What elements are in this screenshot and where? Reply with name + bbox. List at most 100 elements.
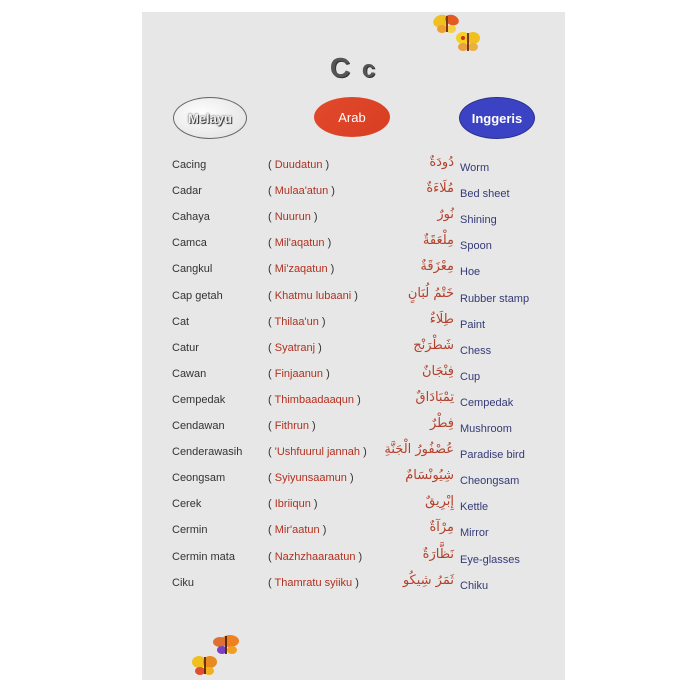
vocabulary-row: Cermin ( Mir'aatun ) مِرْآةٌ Mirror [142,521,565,550]
malay-word: Ceongsam [172,472,226,485]
transliteration-text: Mil'aqatun [274,237,325,250]
malay-word: Cempedak [172,393,226,406]
english-word: Chess [460,344,492,357]
arabic-word: فِنْجَانٌ [421,363,454,379]
malay-word: Cendawan [172,420,225,432]
malay-word: Cawan [172,367,207,380]
transliteration: ( Mi'zaqatun ) [268,263,335,276]
transliteration: ( Thimbaadaaqun ) [268,393,361,406]
english-word: Chiku [460,579,489,592]
vocabulary-row: Cendawan ( Fithrun ) فِطْرٌ Mushroom [142,416,565,446]
title-lower: c [361,56,378,83]
column-header-melayu: Melayu [173,97,247,139]
malay-word: Cermin [172,524,208,537]
transliteration: ( Nuurun ) [268,211,318,224]
arabic-word: شَطْرَنْج [413,337,454,353]
arabic-word: نَظَّارَةٌ [422,546,454,562]
transliteration-text: Nuurun [274,211,311,224]
transliteration-text: Mulaa'atun [274,185,329,198]
vocabulary-row: Cawan ( Finjaanun ) فِنْجَانٌ Cup [142,363,565,394]
arabic-word: شِيُونْسَامٌ [405,468,454,484]
book-page: C c Melayu Arab Inggeris Cacing ( Duudatu… [142,12,565,680]
transliteration-text: 'Ushfuurul jannah [274,446,361,459]
transliteration-text: Thimbaadaaqun [274,393,355,406]
arabic-word: طِلَاءٌ [429,311,454,327]
transliteration-text: Mir'aatun [274,524,320,537]
transliteration-text: Finjaanun [274,367,324,380]
transliteration-text: Syatranj [274,341,316,354]
english-word: Mushroom [460,423,512,435]
translation-cell: ( Syatranj ) شَطْرَنْج [268,337,454,354]
transliteration: ( Thamratu syiiku ) [268,576,359,589]
vocabulary-row: Cahaya ( Nuurun ) نُورٌ Shining [142,207,565,237]
column-header-arab: Arab [314,97,390,137]
transliteration: ( Ibriiqun ) [268,498,318,511]
vocabulary-row: Cermin mata ( Nazhzhaaraatun ) نَظَّارَةٌ E… [142,546,565,577]
malay-word: Cap getah [172,289,223,302]
arabic-word: نُورٌ [437,207,454,223]
arabic-word: مُلَاءَةٌ [426,181,454,197]
malay-word: Cenderawasih [172,446,243,459]
arabic-word: دُودَةٌ [429,155,454,170]
transliteration: ( Syiyunsaamun ) [268,472,354,485]
translation-cell: ( Duudatun ) دُودَةٌ [268,155,454,172]
english-word: Rubber stamp [460,292,530,305]
malay-word: Ciku [172,576,195,589]
translation-cell: ( Mi'zaqatun ) مِعْزَقَةٌ [268,259,454,276]
english-word: Kettle [460,501,489,514]
english-word: Mirror [460,527,489,540]
transliteration: ( Khatmu lubaani ) [268,289,358,302]
transliteration-text: Khatmu lubaani [274,289,352,302]
vocabulary-row: Cat ( Thilaa'un ) طِلَاءٌ Paint [142,311,565,342]
transliteration-text: Syiyunsaamun [274,472,347,485]
translation-cell: ( Nuurun ) نُورٌ [268,207,454,224]
arabic-word: إِبْرِيقٌ [425,494,454,510]
page-title: C c [142,52,565,84]
transliteration: ( Syatranj ) [268,341,322,354]
butterfly-icon [432,12,462,40]
transliteration: ( Thilaa'un ) [268,315,326,328]
translation-cell: ( Syiyunsaamun ) شِيُونْسَامٌ [268,468,454,485]
english-word: Worm [460,162,490,174]
english-word: Paint [460,318,486,331]
arabic-word: مِلْعَقَةٌ [422,233,454,249]
transliteration: ( Mil'aqatun ) [268,237,332,250]
transliteration: ( Mulaa'atun ) [268,185,335,198]
arabic-word: مِعْزَقَةٌ [420,259,454,275]
transliteration: ( 'Ushfuurul jannah ) [268,446,367,459]
vocabulary-row: Cadar ( Mulaa'atun ) مُلَاءَةٌ Bed sheet [142,181,565,211]
malay-word: Cermin mata [172,550,235,563]
translation-cell: ( Mil'aqatun ) مِلْعَقَةٌ [268,233,454,250]
transliteration: ( Finjaanun ) [268,367,330,380]
malay-word: Cangkul [172,263,213,276]
vocabulary-row: Cempedak ( Thimbaadaaqun ) تِمْبَادَاقٌ Cem… [142,390,565,420]
english-word: Shining [460,214,497,227]
english-word: Cheongsam [460,475,520,488]
translation-cell: ( Nazhzhaaraatun ) نَظَّارَةٌ [268,546,454,563]
translation-cell: ( Thamratu syiiku ) ثَمَرُ شِيكُو [268,572,454,589]
translation-cell: ( Thimbaadaaqun ) تِمْبَادَاقٌ [268,390,454,406]
vocabulary-row: Cacing ( Duudatun ) دُودَةٌ Worm [142,155,565,185]
arabic-word: ثَمَرُ شِيكُو [402,572,454,588]
english-word: Paradise bird [460,449,525,462]
vocabulary-row: Camca ( Mil'aqatun ) مِلْعَقَةٌ Spoon [142,233,565,263]
transliteration: ( Fithrun ) [268,420,316,432]
vocabulary-row: Ceongsam ( Syiyunsaamun ) شِيُونْسَامٌ Cheo… [142,468,565,498]
transliteration-text: Fithrun [274,420,309,432]
malay-word: Camca [172,237,207,250]
butterfly-icon [190,652,220,682]
vocabulary-row: Catur ( Syatranj ) شَطْرَنْج Chess [142,337,565,368]
malay-word: Cahaya [172,211,210,224]
transliteration-text: Thilaa'un [274,315,319,328]
vocabulary-row: Ciku ( Thamratu syiiku ) ثَمَرُ شِيكُو Chik… [142,572,565,603]
title-upper: C [329,52,353,83]
english-word: Cempedak [460,396,514,409]
translation-cell: ( Mir'aatun ) مِرْآةٌ [268,521,454,537]
malay-word: Cadar [172,185,202,198]
transliteration-text: Thamratu syiiku [274,576,353,589]
english-word: Bed sheet [460,188,510,201]
butterfly-icon [208,632,242,662]
arabic-word: فِطْرٌ [429,416,454,431]
malay-word: Cerek [172,498,202,511]
transliteration: ( Mir'aatun ) [268,524,327,537]
